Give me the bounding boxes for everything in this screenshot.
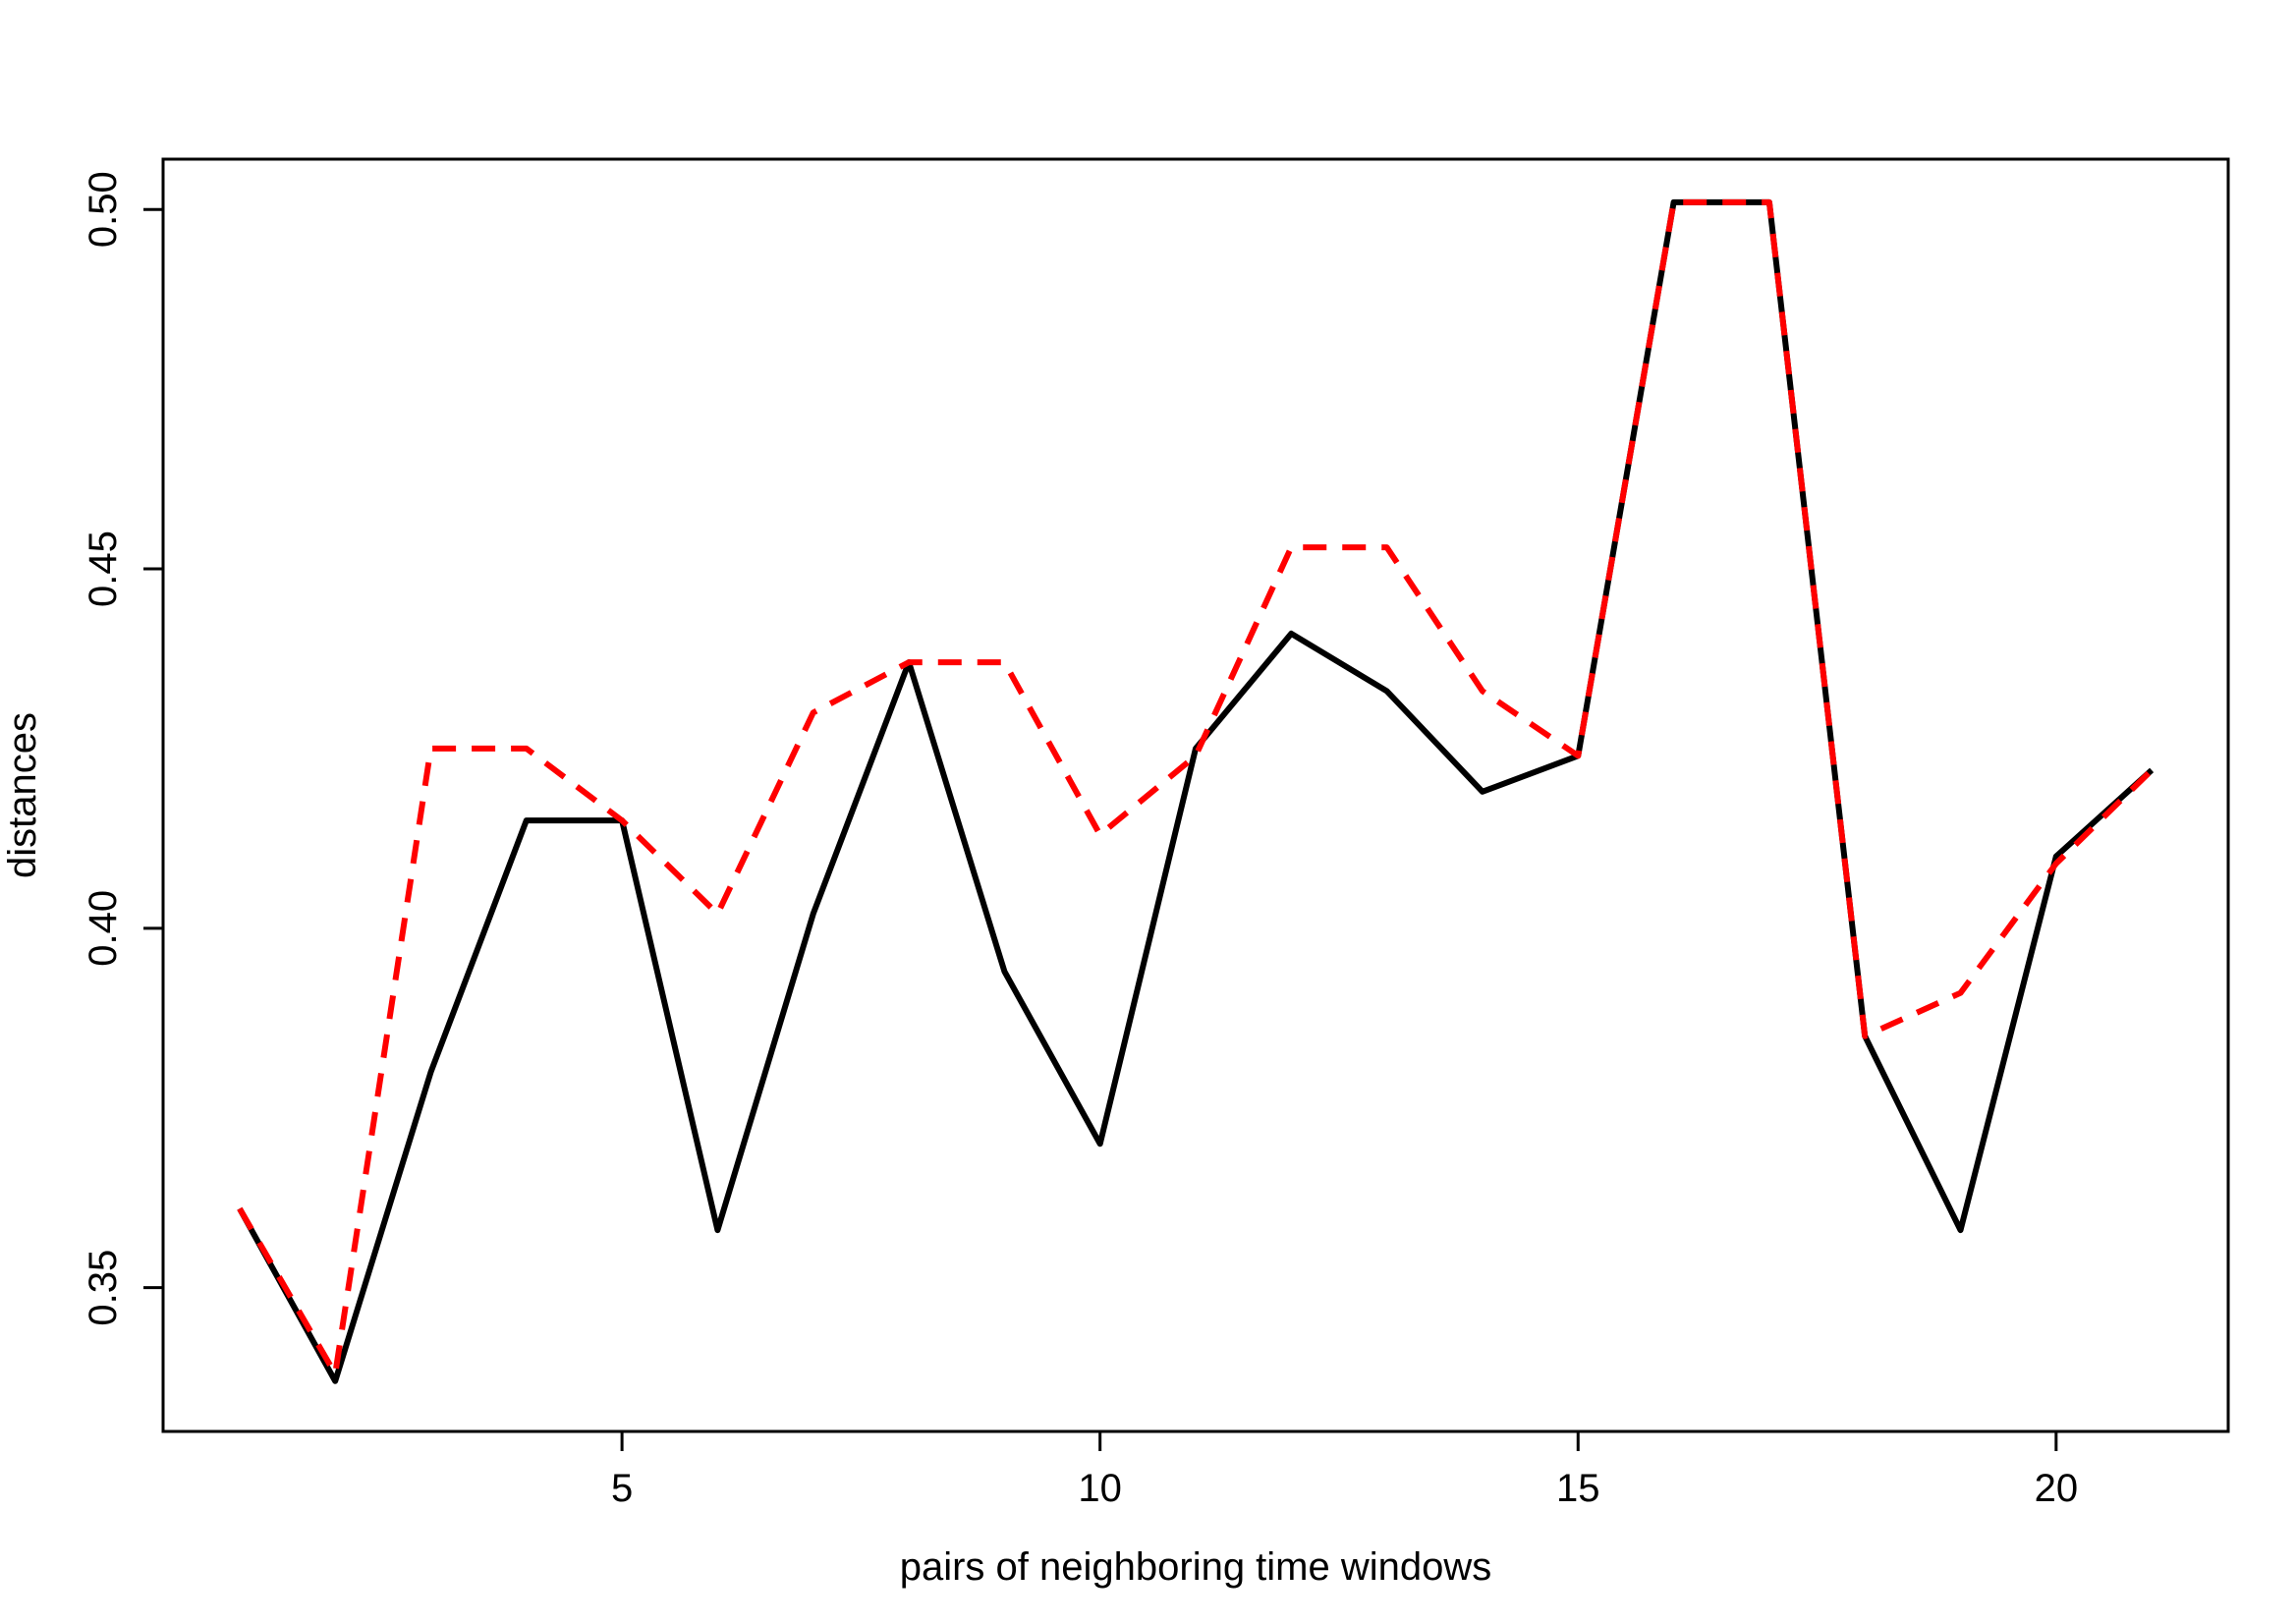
x-tick-label: 20	[2035, 1467, 2079, 1510]
y-tick-label: 0.45	[82, 531, 125, 607]
x-tick-label: 5	[611, 1467, 633, 1510]
x-axis: 5 10 15 20	[611, 1431, 2078, 1510]
series-line-2	[237, 198, 2155, 1377]
y-axis-title: distances	[1, 712, 44, 878]
y-tick-label: 0.35	[82, 1250, 125, 1326]
plot-frame	[161, 157, 2230, 1433]
y-axis: 0.35 0.40 0.45 0.50	[82, 171, 163, 1326]
y-tick-label: 0.50	[82, 171, 125, 248]
x-tick-label: 15	[1556, 1467, 1600, 1510]
x-axis-title: pairs of neighboring time windows	[900, 1545, 1492, 1589]
series-layer	[237, 198, 2155, 1384]
y-tick-label: 0.40	[82, 890, 125, 967]
x-tick-label: 10	[1078, 1467, 1122, 1510]
